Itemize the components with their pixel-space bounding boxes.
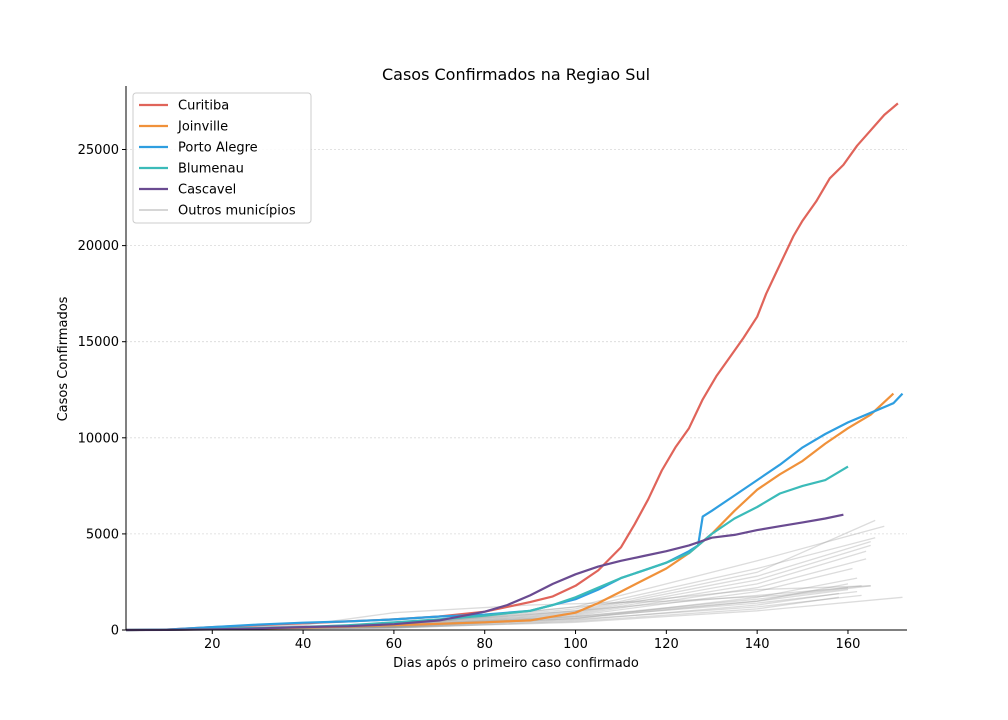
- highlighted-series-lines: [125, 102, 904, 632]
- x-tick-label: 140: [745, 637, 770, 652]
- y-tick-label: 20000: [78, 239, 119, 254]
- axes: [122, 86, 907, 634]
- series-line: [125, 513, 844, 632]
- legend-label: Outros municípios: [178, 204, 296, 219]
- other-municipality-line: [125, 537, 876, 631]
- x-tick-label: 120: [654, 637, 679, 652]
- y-tick-label: 10000: [78, 431, 119, 446]
- y-tick-label: 5000: [86, 527, 119, 542]
- x-tick-label: 20: [204, 637, 221, 652]
- y-tick-label: 15000: [78, 335, 119, 350]
- legend-label: Curitiba: [178, 99, 229, 114]
- legend-label: Joinville: [177, 120, 228, 135]
- legend-label: Blumenau: [178, 162, 244, 177]
- legend-frame: [132, 92, 312, 224]
- legend: Curitiba Joinville Porto Alegre Blumenau Cas…: [132, 92, 312, 224]
- x-tick-label: 40: [295, 637, 312, 652]
- x-tick-label: 100: [563, 637, 588, 652]
- y-tick-label: 0: [111, 624, 119, 639]
- other-municipality-line: [125, 585, 862, 631]
- x-tick-label: 80: [476, 637, 493, 652]
- x-tick-label: 160: [836, 637, 861, 652]
- tick-labels: 0 5000 10000 15000 20000 25000 20 40 60 80 100 120 1…: [78, 143, 861, 652]
- legend-label: Cascavel: [178, 183, 236, 198]
- y-axis-label: Casos Confirmados: [56, 296, 71, 421]
- chart-title: Casos Confirmados na Regiao Sul: [382, 65, 650, 84]
- x-tick-label: 60: [386, 637, 403, 652]
- legend-label: Porto Alegre: [178, 141, 258, 156]
- series-line: [125, 392, 895, 632]
- x-axis-label: Dias após o primeiro caso confirmado: [393, 656, 639, 671]
- y-tick-label: 25000: [78, 143, 119, 158]
